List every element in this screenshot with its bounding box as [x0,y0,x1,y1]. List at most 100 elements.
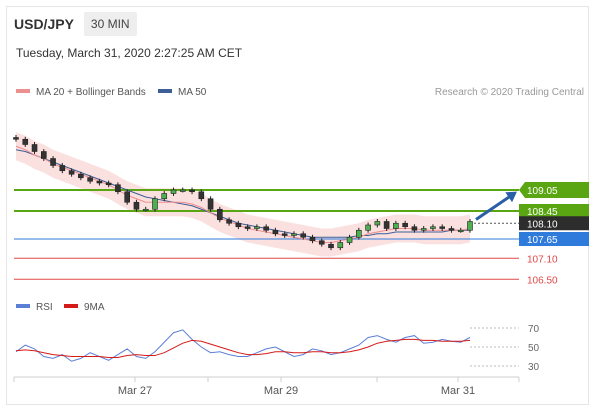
chart-header: USD/JPY 30 MIN [14,12,137,36]
candle [96,178,103,186]
rsi-ma9-line [15,338,471,358]
candle [78,171,84,181]
candle [374,219,381,228]
ma50-legend-label: MA 50 [178,87,207,98]
rsi-line [15,329,471,362]
candle [254,224,260,231]
ma20-legend-swatch [16,89,30,93]
rsi-legend-label: RSI [36,302,53,313]
candle [217,206,223,223]
candle-body [337,242,344,249]
candle-body [87,177,93,182]
candle [207,196,214,212]
candle [87,175,93,184]
level-badge-108.10 [519,216,589,231]
rsi-tick-30: 30 [528,362,540,373]
candle [393,220,399,231]
candle [22,136,29,147]
candle [457,227,464,233]
candle [40,149,47,161]
candle-body [448,228,455,231]
candle [272,227,279,237]
candle [448,226,455,233]
candle [402,220,408,230]
candle-body [300,233,307,238]
level-label-107.10: 107.10 [527,254,558,265]
candle [430,224,436,231]
candle [337,240,344,251]
candle [189,187,195,195]
candle [152,196,158,212]
candle [13,135,19,142]
rsi-legend-swatch [16,304,30,308]
candle-body [96,180,103,184]
candle [346,234,353,245]
ma9-legend-swatch [64,304,78,308]
candle-body [374,221,381,226]
candle [318,238,325,247]
candle-body [467,221,473,231]
candle-body [115,184,121,193]
candle-body [420,228,427,231]
candle [105,180,112,188]
candle-body [40,151,47,159]
level-badge-109.05 [519,182,589,198]
candle [124,189,130,205]
candle-body [68,170,75,175]
candle [328,241,334,251]
candle-body [356,229,362,238]
candle [170,187,177,196]
candle [300,231,307,240]
candle-body [13,137,19,140]
timeframe-badge[interactable]: 30 MIN [83,12,137,36]
candle-body [411,226,418,231]
candle-body [22,138,29,145]
candle-body [309,236,316,242]
candle-body [161,193,168,200]
bollinger-band [16,132,470,257]
candle-body [430,226,436,229]
candle-body [124,191,130,203]
candle-body [263,226,269,231]
candle-body [78,173,84,179]
candle [244,224,251,231]
candle-body [170,189,177,194]
candle [133,199,140,212]
candle-body [244,226,251,229]
candle-body [142,208,149,212]
level-label-107.65: 107.65 [527,235,558,246]
candle-body [383,221,390,229]
candle-body [346,236,353,243]
candle [161,191,168,202]
candle-body [402,222,408,228]
candle-body [198,191,205,200]
candle-body [226,219,232,224]
candle-body [439,226,446,229]
level-label-109.05: 109.05 [527,186,558,197]
candle-body [457,229,464,233]
candle [31,142,38,154]
candle [68,168,75,177]
ma9-legend-label: 9MA [84,302,105,313]
candle [59,163,66,174]
candle [281,231,288,238]
candle-body [365,224,371,231]
candle-body [50,158,56,166]
rsi-plot-area: 70 50 30 [15,324,540,373]
candle-body [318,240,325,245]
x-axis: Mar 27 Mar 29 Mar 31 [13,377,520,397]
ma50-line [15,149,470,238]
candle-body [105,182,112,186]
candle [309,234,316,244]
candle-body [179,189,186,192]
candle [179,187,186,193]
level-label-108.45: 108.45 [527,207,558,218]
candle [226,217,232,226]
rsi-tick-50: 50 [528,343,540,354]
candle-body [281,233,288,236]
level-badge-108.45 [519,204,589,218]
candle [50,156,56,168]
candle-body [152,198,158,210]
candle-body [207,198,214,210]
